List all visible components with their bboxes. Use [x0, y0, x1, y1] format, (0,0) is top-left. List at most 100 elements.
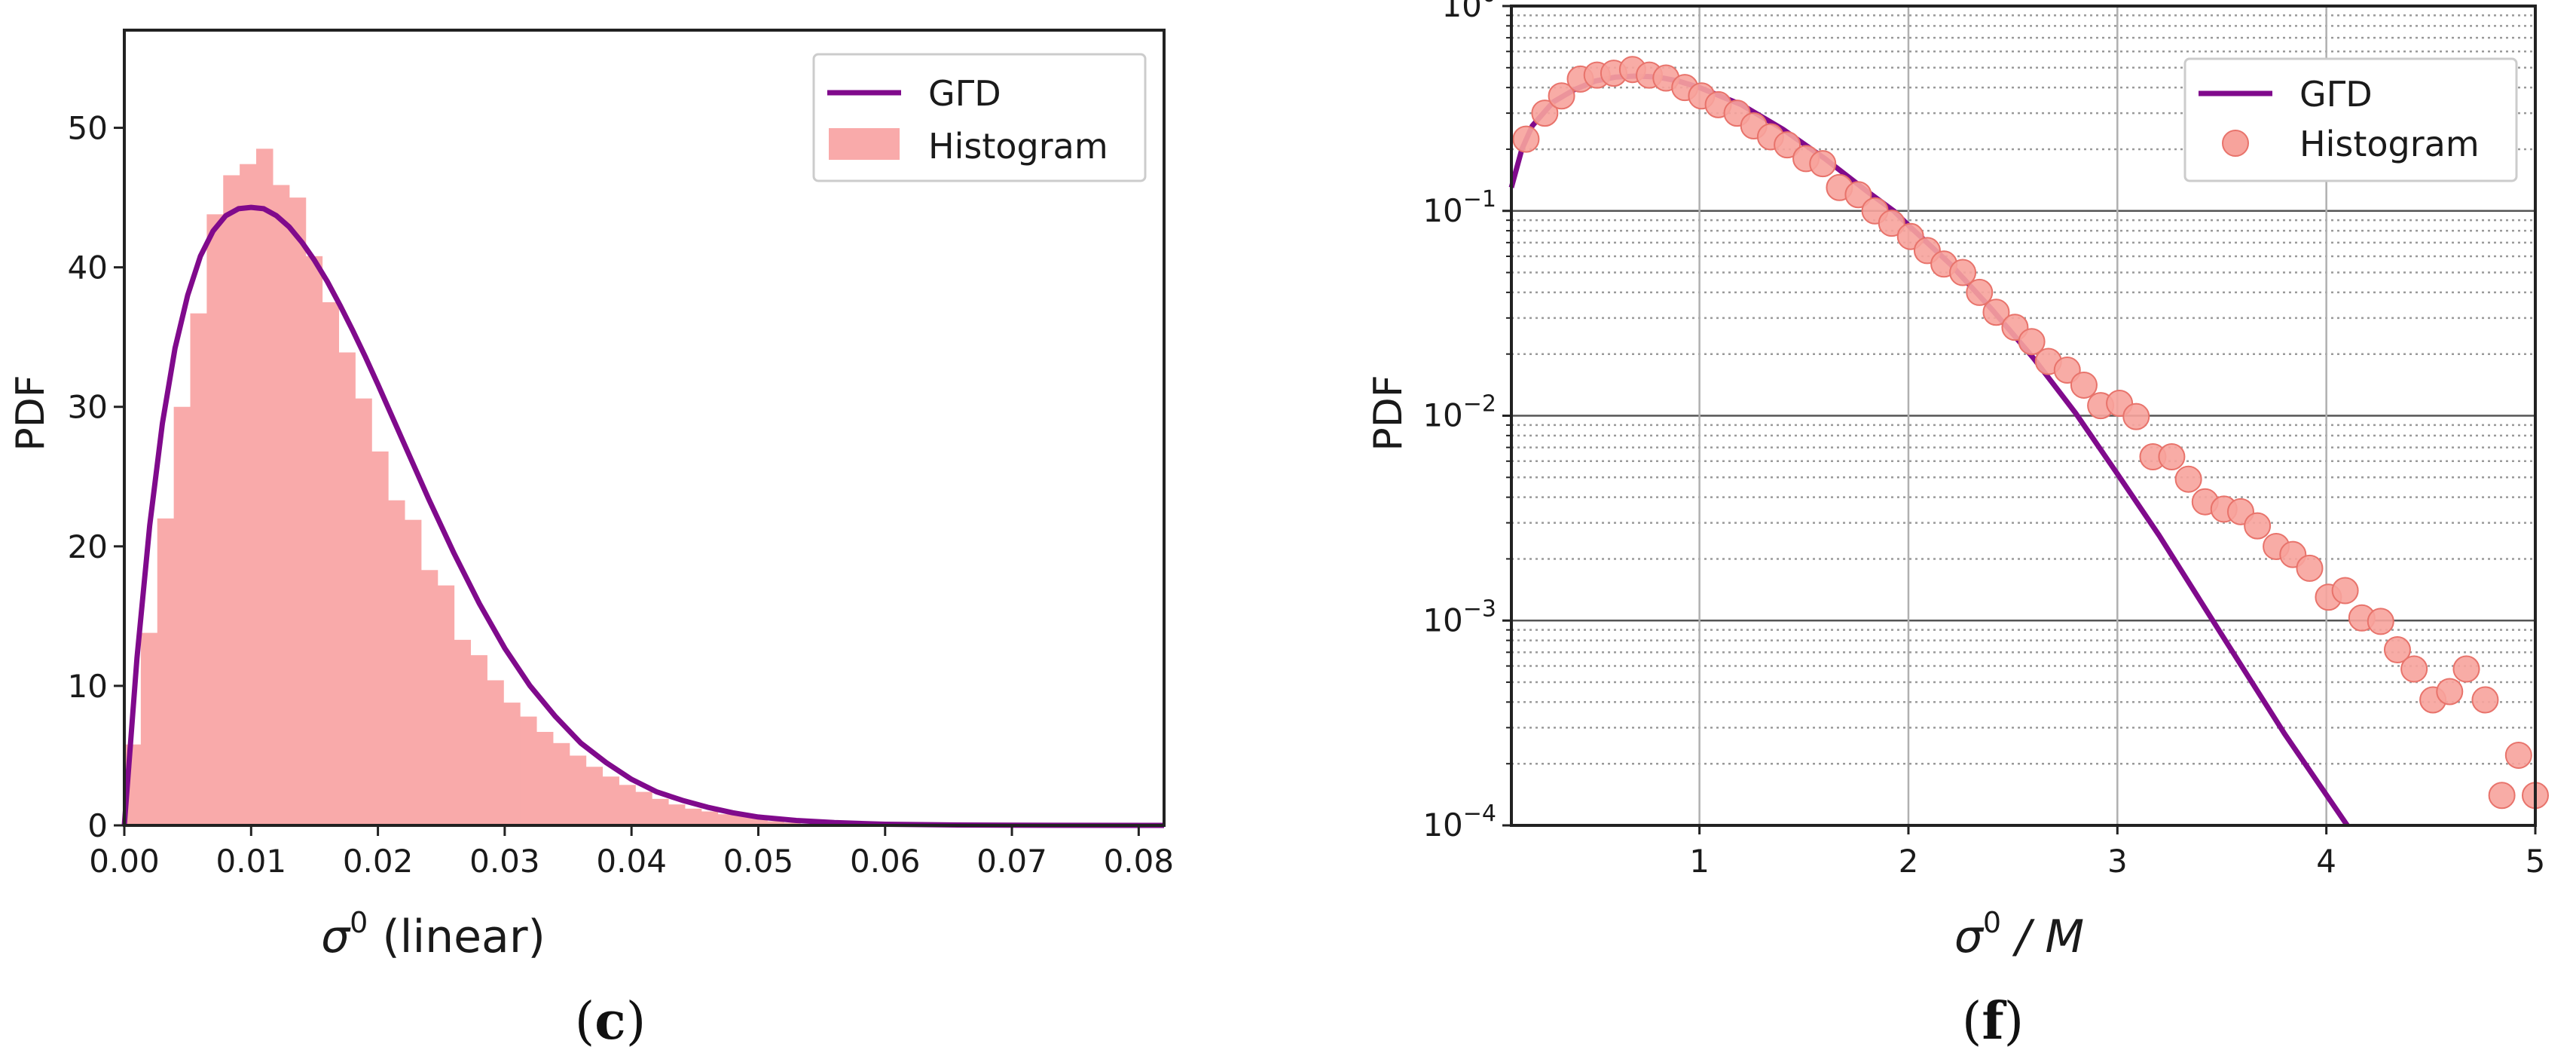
legend-label-gtd: GΓD: [928, 73, 1001, 114]
histogram-bars: [124, 148, 834, 826]
y-tick-label: 50: [68, 110, 108, 147]
gtd-curve: [1508, 73, 2350, 827]
y-tick-label: 0: [87, 807, 108, 844]
right-legend: GΓD Histogram: [2183, 57, 2518, 182]
histogram-marker: [1878, 210, 1905, 237]
x-tick-label: 0.03: [469, 843, 540, 880]
x-tick-label: 4: [2316, 843, 2336, 880]
histogram-markers: [1512, 56, 2549, 810]
histogram-marker: [2452, 655, 2480, 683]
histogram-marker: [2174, 465, 2202, 493]
histogram-bar: [503, 703, 521, 825]
histogram-bar: [536, 731, 554, 825]
x-tick-label: 0.06: [850, 843, 921, 880]
sigma-symbol: σ: [1954, 911, 1985, 963]
y-tick-label: 10−3: [1422, 595, 1496, 638]
histogram-bar: [684, 808, 702, 825]
histogram-marker: [1966, 278, 1994, 306]
y-tick-label: 20: [68, 528, 108, 565]
x-tick-label: 0.01: [216, 843, 287, 880]
left-plot-frame: [123, 29, 1166, 827]
histogram-marker: [2296, 554, 2324, 582]
x-label-text: (linear): [368, 911, 545, 963]
right-x-ticks: 1 2 3 4 5: [1689, 825, 2545, 880]
panel-letter: f: [1982, 991, 2006, 1050]
gtd-curve: [121, 204, 1165, 828]
left-chart-panel: 0 10 20 30 40 50 0.00 0.01 0.02 0.03 0.04 0.05 0.06…: [8, 29, 1175, 1050]
histogram-marker: [1844, 181, 1872, 209]
histogram-bar: [240, 164, 257, 825]
left-y-axis-label: PDF: [8, 375, 53, 451]
left-y-ticks: 0 10 20 30 40 50: [68, 110, 124, 844]
x-label-text: / M: [2001, 911, 2084, 963]
y-tick-label: 40: [68, 249, 108, 286]
histogram-bar: [652, 798, 669, 825]
histogram-marker: [1982, 298, 2010, 326]
legend-label-histogram: Histogram: [2299, 124, 2480, 164]
legend-marker-swatch: [2222, 130, 2249, 157]
histogram-bar: [289, 197, 307, 826]
histogram-marker: [2367, 608, 2394, 635]
legend-label-histogram: Histogram: [928, 126, 1108, 167]
left-legend: GΓD Histogram: [812, 53, 1147, 182]
histogram-bar: [388, 500, 405, 825]
y-tick-label: 30: [68, 389, 108, 426]
histogram-marker: [2158, 443, 2186, 471]
histogram-bar: [322, 302, 340, 826]
y-tick-label: 10−2: [1422, 391, 1496, 434]
histogram-marker: [2244, 512, 2272, 540]
histogram-marker: [2400, 655, 2428, 683]
histogram-marker: [1949, 259, 1977, 286]
x-tick-label: 5: [2526, 843, 2546, 880]
histogram-bar: [701, 811, 719, 825]
histogram-bar: [668, 804, 686, 825]
histogram-bar: [338, 352, 356, 826]
histogram-marker: [2383, 636, 2411, 664]
histogram-bar: [635, 791, 652, 825]
x-tick-label: 0.00: [89, 843, 160, 880]
histogram-marker: [1774, 131, 1801, 159]
histogram-bar: [305, 256, 323, 825]
histogram-marker: [1512, 125, 1540, 153]
histogram-bar: [750, 818, 768, 825]
histogram-bar: [767, 821, 784, 825]
superscript: 0: [1983, 906, 2001, 939]
right-x-axis-label: σ0 / M: [1954, 906, 2084, 963]
panel-label-c: (c): [575, 991, 646, 1050]
x-tick-label: 0.08: [1104, 843, 1175, 880]
legend-box: [2183, 57, 2518, 182]
left-x-axis-label: σ0 (linear): [321, 906, 545, 963]
histogram-bar: [487, 680, 504, 825]
y-tick-label: 100: [1441, 0, 1496, 24]
histogram-bar: [520, 716, 537, 825]
histogram-bar: [206, 214, 224, 825]
histogram-bar: [585, 767, 604, 825]
legend-patch-swatch: [829, 128, 900, 160]
histogram-bar: [552, 742, 570, 825]
histogram-marker: [1809, 150, 1837, 178]
right-y-ticks: 100 10−1 10−2 10−3 10−4: [1422, 0, 1511, 843]
histogram-marker: [2122, 403, 2150, 430]
histogram-bar: [437, 585, 455, 825]
y-tick-label: 10−1: [1422, 186, 1496, 229]
histogram-bar: [420, 570, 439, 825]
histogram-marker: [2436, 678, 2464, 706]
histogram-marker: [1531, 99, 1559, 127]
histogram-marker: [2331, 577, 2359, 605]
histogram-bar: [355, 398, 372, 825]
histogram-bar: [140, 632, 158, 825]
histogram-marker: [2070, 371, 2098, 399]
superscript: 0: [350, 906, 368, 939]
histogram-bar: [734, 816, 751, 825]
right-y-axis-label: PDF: [1366, 375, 1411, 451]
histogram-bar: [470, 655, 487, 825]
legend-label-gtd: GΓD: [2299, 74, 2373, 115]
histogram-marker: [2488, 782, 2516, 810]
histogram-marker: [2471, 686, 2499, 714]
right-chart-panel: 100 10−1 10−2 10−3 10−4 1 2 3 4 5 PDF σ0 / M GΓD…: [1366, 0, 2549, 1050]
histogram-bar: [223, 175, 240, 826]
x-tick-label: 2: [1899, 843, 1919, 880]
histogram-marker: [2504, 741, 2532, 769]
sigma-symbol: σ: [321, 911, 351, 963]
